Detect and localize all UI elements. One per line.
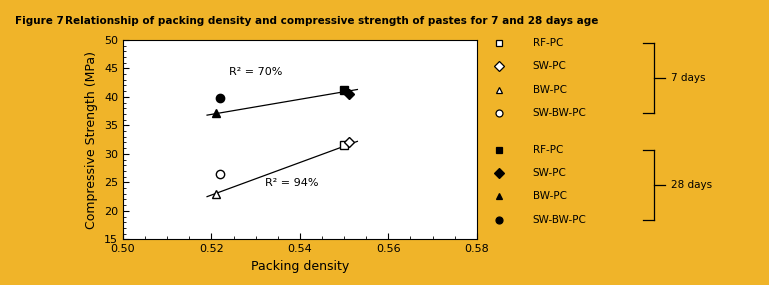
X-axis label: Packing density: Packing density — [251, 260, 349, 273]
Text: R² = 94%: R² = 94% — [265, 178, 318, 188]
Text: 28 days: 28 days — [671, 180, 712, 190]
Text: Figure 7: Figure 7 — [15, 15, 65, 26]
Y-axis label: Compressive Strength (MPa): Compressive Strength (MPa) — [85, 51, 98, 229]
Text: R² = 70%: R² = 70% — [229, 67, 282, 77]
Text: SW-BW-PC: SW-BW-PC — [533, 108, 587, 118]
Text: BW-PC: BW-PC — [533, 192, 567, 201]
Text: RF-PC: RF-PC — [533, 38, 563, 48]
Text: SW-PC: SW-PC — [533, 168, 567, 178]
Text: Relationship of packing density and compressive strength of pastes for 7 and 28 : Relationship of packing density and comp… — [65, 15, 599, 26]
Text: 7 days: 7 days — [671, 73, 705, 83]
Text: SW-PC: SW-PC — [533, 62, 567, 72]
Text: BW-PC: BW-PC — [533, 85, 567, 95]
Text: SW-BW-PC: SW-BW-PC — [533, 215, 587, 225]
Text: RF-PC: RF-PC — [533, 145, 563, 155]
